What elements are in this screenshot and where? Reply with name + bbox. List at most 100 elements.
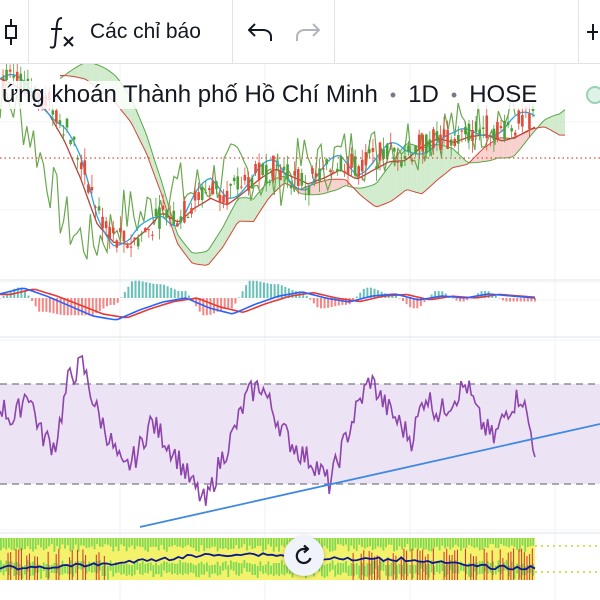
bottom-green-bar xyxy=(61,538,64,545)
ichimoku-cloud-segment xyxy=(155,162,159,186)
market-status-icon[interactable] xyxy=(586,86,600,104)
candle-body xyxy=(332,172,336,174)
bottom-green-bar xyxy=(419,538,422,548)
bottom-green-bar xyxy=(414,564,417,574)
ichimoku-cloud-segment xyxy=(74,66,77,78)
ichimoku-cloud-segment xyxy=(343,179,347,187)
bottom-green-bar xyxy=(361,562,363,576)
candle-body xyxy=(517,110,521,124)
macd-histogram-bar xyxy=(202,298,205,316)
bottom-green-bar xyxy=(379,538,382,548)
bottom-green-bar xyxy=(32,561,34,576)
ichimoku-cloud-segment xyxy=(514,136,518,156)
candle-body xyxy=(15,71,19,81)
bottom-green-bar xyxy=(50,538,53,545)
bottom-green-bar xyxy=(462,563,465,572)
undo-icon xyxy=(248,23,272,41)
ichimoku-cloud-segment xyxy=(464,159,467,166)
symbol-legend[interactable]: ứng khoán Thành phố Hồ Chí Minh • 1D • H… xyxy=(0,77,540,113)
ichimoku-cloud-segment xyxy=(208,245,212,265)
candle-body xyxy=(510,128,513,132)
candle-body xyxy=(442,129,446,137)
bottom-green-bar xyxy=(72,565,75,577)
macd-histogram-bar xyxy=(362,288,365,298)
candle-body xyxy=(478,129,481,135)
bottom-green-bar xyxy=(235,538,238,546)
macd-histogram-bar xyxy=(145,282,148,298)
bottom-green-bar xyxy=(216,561,219,576)
undo-button[interactable] xyxy=(242,0,278,64)
candle-body xyxy=(457,134,460,144)
bottom-green-bar xyxy=(358,538,361,545)
bottom-green-bar xyxy=(37,538,40,545)
more-button[interactable] xyxy=(582,0,600,64)
candle-body xyxy=(499,126,503,129)
bottom-green-bar xyxy=(139,538,141,547)
candle-body xyxy=(5,69,8,81)
bottom-green-bar xyxy=(481,538,484,550)
candle-body xyxy=(200,186,204,200)
ichimoku-cloud-segment xyxy=(253,195,257,222)
bottom-green-bar xyxy=(363,538,366,549)
ichimoku-cloud-segment xyxy=(337,179,341,190)
macd-histogram-bar xyxy=(241,291,244,298)
macd-histogram-bar xyxy=(270,284,273,298)
bottom-green-bar xyxy=(377,538,379,547)
legend-dot: • xyxy=(450,84,458,105)
bottom-green-bar xyxy=(358,565,361,579)
rsi-band xyxy=(0,384,600,484)
bottom-green-bar xyxy=(259,561,262,572)
indicators-button[interactable]: Các chỉ báo xyxy=(36,0,228,64)
candle-body xyxy=(471,129,474,142)
bottom-green-bar xyxy=(246,538,248,551)
candle-body xyxy=(208,188,211,191)
candle-body xyxy=(143,228,147,233)
macd-histogram-bar xyxy=(106,298,108,307)
bottom-green-bar xyxy=(163,538,165,550)
candle-body xyxy=(311,168,314,174)
candle-body xyxy=(417,134,421,150)
macd-histogram-bar xyxy=(159,284,162,298)
bottom-green-bar xyxy=(251,564,254,576)
macd-histogram-bar xyxy=(56,298,59,315)
candle-body xyxy=(272,155,275,181)
reset-chart-button[interactable] xyxy=(284,536,324,576)
macd-histogram-bar xyxy=(155,284,158,298)
indicators-label: Các chỉ báo xyxy=(90,20,201,43)
bottom-green-bar xyxy=(473,562,476,572)
bottom-green-bar xyxy=(128,564,131,575)
price-pane xyxy=(0,64,600,266)
candle-body xyxy=(371,147,375,152)
bottom-green-bar xyxy=(334,565,337,577)
bottom-green-bar xyxy=(248,563,251,572)
bottom-green-bar xyxy=(251,538,254,550)
candle-body xyxy=(318,168,321,182)
redo-button[interactable] xyxy=(290,0,326,64)
bottom-green-bar xyxy=(222,538,224,549)
bottom-green-bar xyxy=(195,565,198,577)
bottom-green-bar xyxy=(484,562,486,572)
trendline xyxy=(139,423,600,528)
bottom-green-bar xyxy=(476,562,478,576)
chart-canvas[interactable] xyxy=(0,64,600,600)
bottom-green-bar xyxy=(104,563,107,577)
bottom-green-bar xyxy=(280,560,283,575)
bottom-green-bar xyxy=(452,538,454,548)
candle-body xyxy=(350,153,353,168)
bottom-green-bar xyxy=(123,538,125,547)
ichimoku-cloud-segment xyxy=(508,138,512,158)
ichimoku-cloud-segment xyxy=(413,144,417,193)
macd-histogram-bar xyxy=(6,293,9,298)
bottom-green-bar xyxy=(371,560,374,575)
chart-type-button[interactable] xyxy=(0,0,22,64)
macd-histogram-bar xyxy=(327,298,330,308)
candle-body xyxy=(243,174,247,181)
macd-histogram-bar xyxy=(466,298,469,301)
bottom-green-bar xyxy=(10,538,13,550)
bottom-green-bar xyxy=(454,538,457,545)
bottom-green-bar xyxy=(160,563,163,577)
bottom-green-bar xyxy=(390,562,393,577)
ichimoku-cloud-segment xyxy=(222,222,226,248)
bottom-green-bar xyxy=(211,538,214,547)
bottom-green-bar xyxy=(136,538,139,546)
